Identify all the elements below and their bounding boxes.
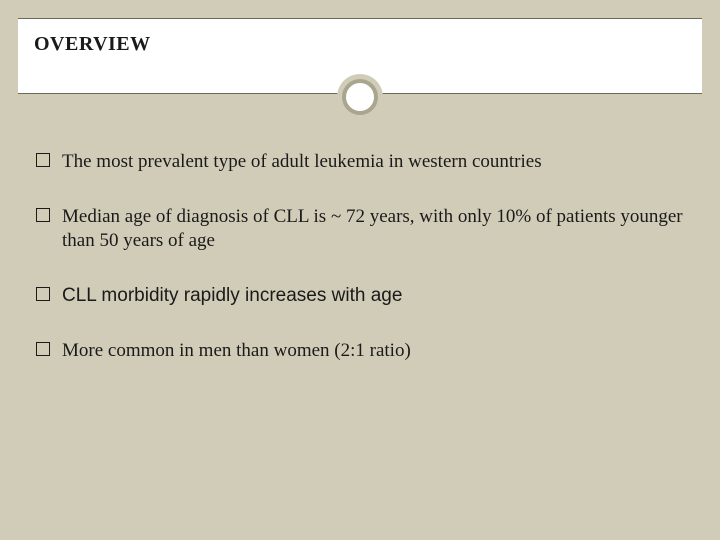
content-area: The most prevalent type of adult leukemi… — [36, 150, 684, 393]
decorative-ring — [337, 74, 383, 120]
bullet-square-icon — [36, 208, 50, 222]
bullet-square-icon — [36, 153, 50, 167]
bullet-square-icon — [36, 287, 50, 301]
bullet-text: The most prevalent type of adult leukemi… — [62, 151, 542, 172]
bullet-text: Median age of diagnosis of CLL is ~ 72 y… — [62, 206, 683, 252]
bullet-text: More common in men than women (2:1 ratio… — [62, 340, 411, 361]
page-title: OVERVIEW — [34, 33, 151, 56]
bullet-square-icon — [36, 342, 50, 356]
list-item: Median age of diagnosis of CLL is ~ 72 y… — [36, 205, 684, 254]
list-item: More common in men than women (2:1 ratio… — [36, 339, 684, 364]
list-item: CLL morbidity rapidly increases with age — [36, 284, 684, 309]
bullet-text: CLL morbidity rapidly increases with age — [62, 285, 402, 306]
list-item: The most prevalent type of adult leukemi… — [36, 150, 684, 175]
